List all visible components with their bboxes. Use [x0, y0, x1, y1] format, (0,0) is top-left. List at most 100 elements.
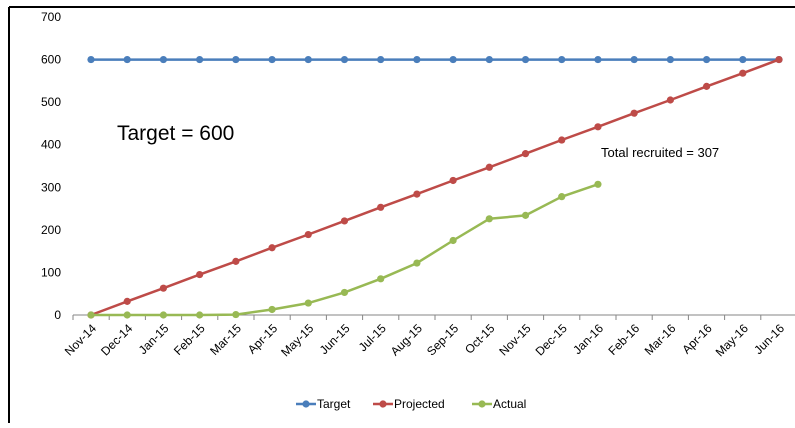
data-point-projected [630, 109, 638, 117]
data-point-target [123, 55, 131, 64]
data-point-projected [196, 270, 204, 279]
data-point-actual [340, 288, 349, 297]
data-point-projected [413, 190, 421, 198]
target-annotation: Target = 600 [117, 122, 234, 145]
x-tick-label: Aug-15 [388, 321, 425, 358]
x-tick-label: Feb-15 [171, 321, 208, 358]
x-tick-label: Apr-16 [679, 321, 715, 357]
x-tick-label: Dec-15 [533, 321, 570, 358]
data-point-projected [340, 217, 349, 225]
data-point-projected [521, 150, 530, 158]
y-tick-label: 500 [41, 95, 61, 109]
series-projected [87, 55, 783, 319]
legend-label: Projected [394, 397, 445, 411]
data-point-actual [521, 211, 530, 219]
x-tick-label: Apr-15 [245, 321, 281, 357]
x-tick-label: Jun-16 [751, 321, 787, 357]
data-point-target [232, 55, 240, 64]
legend-swatch-marker [478, 400, 486, 408]
data-point-target [739, 55, 747, 64]
data-point-actual [594, 180, 602, 188]
data-point-target [558, 55, 566, 64]
x-tick-label: Jan-16 [570, 321, 606, 357]
x-tick-label: Oct-15 [462, 321, 498, 357]
legend-swatch-marker [379, 400, 387, 408]
data-point-projected [739, 69, 747, 77]
y-tick-label: 600 [41, 53, 61, 67]
x-tick-label: Dec-14 [98, 321, 135, 358]
data-point-projected [558, 136, 566, 144]
x-tick-label: Nov-14 [62, 321, 99, 358]
series-layer [87, 55, 783, 319]
data-point-projected [449, 176, 457, 185]
data-point-actual [413, 259, 421, 267]
legend-label: Target [317, 397, 351, 411]
y-tick-label: 700 [41, 10, 61, 24]
data-point-target [268, 55, 276, 64]
x-tick-label: Jan-15 [136, 321, 172, 357]
data-point-target [159, 55, 168, 64]
data-point-projected [666, 96, 674, 104]
data-point-target [449, 55, 457, 64]
data-point-actual [485, 215, 493, 223]
y-tick-label: 300 [41, 180, 61, 194]
y-tick-label: 0 [54, 308, 61, 322]
legend-item-projected: Projected [373, 397, 445, 411]
data-point-projected [594, 123, 602, 131]
data-point-projected [304, 230, 312, 239]
legend: Target Projected Actual [296, 397, 526, 411]
x-tick-label: Mar-16 [642, 321, 679, 358]
data-point-target [340, 55, 349, 64]
data-point-projected [268, 244, 276, 252]
x-tick-label: Sep-15 [424, 321, 461, 358]
data-point-target [521, 55, 530, 64]
y-tick-label: 400 [41, 138, 61, 152]
data-point-actual [377, 275, 385, 283]
data-point-actual [268, 305, 276, 314]
recruited-annotation: Total recruited = 307 [601, 145, 719, 160]
data-point-actual [449, 236, 457, 245]
data-point-target [413, 55, 421, 64]
data-point-actual [232, 310, 240, 319]
data-point-actual [87, 311, 95, 319]
data-point-target [702, 55, 711, 64]
series-target [87, 55, 783, 64]
series-actual [87, 180, 602, 319]
x-tick-label: Jul-15 [356, 321, 389, 354]
data-point-target [594, 55, 602, 64]
y-tick-label: 100 [41, 265, 61, 279]
data-point-target [304, 55, 312, 64]
data-point-actual [304, 299, 312, 307]
data-point-target [377, 55, 385, 64]
data-point-target [485, 55, 493, 64]
data-point-projected [159, 284, 168, 292]
data-point-projected [232, 257, 240, 265]
x-tick-label: May-15 [278, 321, 316, 359]
x-tick-label: Jun-15 [317, 321, 353, 357]
legend-item-target: Target [296, 397, 351, 411]
x-tick-label: Mar-15 [207, 321, 244, 358]
x-tick-label: Feb-16 [605, 321, 642, 358]
data-point-actual [159, 311, 168, 319]
data-point-actual [558, 193, 566, 201]
data-point-target [87, 55, 95, 64]
data-point-actual [123, 311, 131, 319]
data-point-projected [485, 163, 493, 171]
legend-label: Actual [493, 397, 526, 411]
data-point-projected [123, 297, 131, 305]
data-point-projected [702, 82, 711, 90]
y-tick-label: 200 [41, 223, 61, 237]
legend-item-actual: Actual [472, 397, 526, 411]
x-tick-label: Nov-15 [496, 321, 533, 358]
series-line-projected [90, 58, 780, 317]
x-tick-label: May-16 [713, 321, 751, 359]
data-point-target [666, 55, 674, 64]
data-point-target [196, 55, 204, 64]
y-axis: 0 100 200 300 400 500 600 700 [41, 10, 61, 322]
data-point-projected [377, 203, 385, 211]
data-point-target [630, 55, 638, 64]
legend-swatch-marker [302, 400, 310, 408]
